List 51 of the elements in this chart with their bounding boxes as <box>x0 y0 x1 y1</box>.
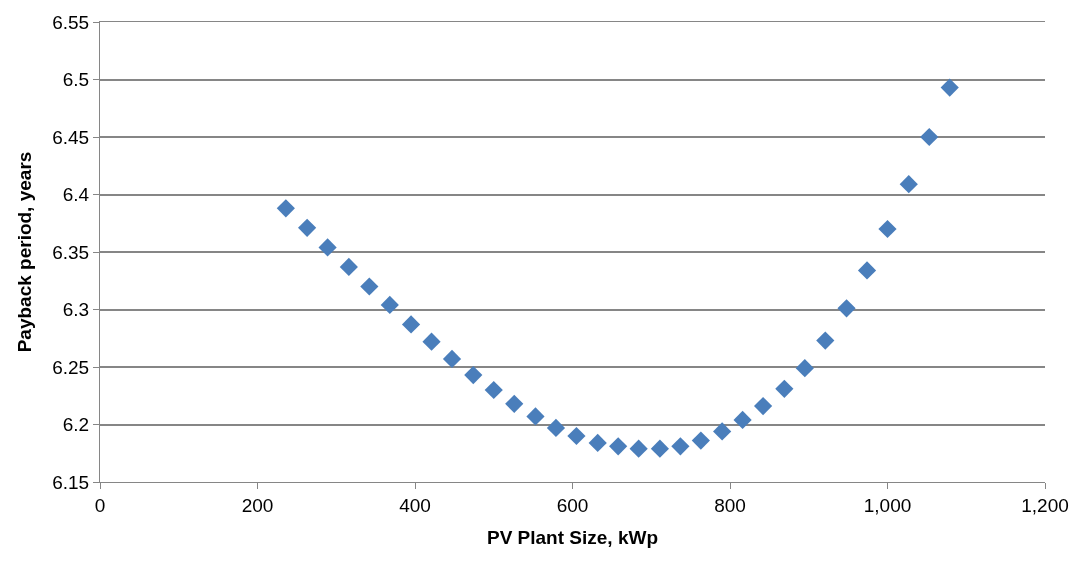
x-tick-label: 0 <box>94 494 106 516</box>
x-tick-label: 1,000 <box>863 494 912 516</box>
point <box>713 422 732 441</box>
point <box>775 379 794 398</box>
point <box>526 407 545 426</box>
point <box>940 78 959 97</box>
y-tick-label: 6.2 <box>62 414 90 436</box>
point <box>857 261 877 280</box>
point <box>298 218 317 237</box>
point <box>795 359 814 378</box>
point <box>609 437 628 456</box>
point <box>567 426 586 446</box>
y-axis-title: Payback period, years <box>14 151 36 353</box>
y-tick-label: 6.45 <box>52 126 90 148</box>
x-tick-label: 800 <box>714 494 746 516</box>
point <box>464 365 483 385</box>
point <box>401 315 421 334</box>
point <box>360 277 379 296</box>
x-tick-label: 400 <box>399 494 431 516</box>
point <box>920 127 939 147</box>
point <box>422 332 441 351</box>
y-tick-label: 6.5 <box>62 69 90 91</box>
y-tick-label: 6.3 <box>62 299 90 321</box>
point <box>484 380 503 400</box>
point <box>380 295 399 314</box>
point <box>650 439 670 458</box>
point <box>733 410 752 429</box>
point <box>276 199 295 218</box>
y-tick-label: 6.15 <box>52 471 90 493</box>
point <box>753 397 773 416</box>
x-tick-label: 1,200 <box>1021 494 1069 516</box>
point <box>671 437 690 456</box>
x-tick-label: 600 <box>556 494 589 516</box>
point <box>691 431 710 450</box>
point <box>442 349 462 369</box>
point <box>546 418 566 438</box>
point <box>899 175 918 194</box>
point <box>505 394 524 413</box>
point <box>878 219 897 239</box>
point <box>339 257 358 277</box>
point <box>816 331 835 350</box>
x-tick-label: 200 <box>241 494 274 516</box>
y-tick-label: 6.35 <box>52 241 90 263</box>
point <box>629 439 648 458</box>
y-tick-label: 6.25 <box>52 356 90 378</box>
point <box>837 299 856 318</box>
point <box>318 238 337 257</box>
y-tick-label: 6.4 <box>62 184 90 206</box>
point <box>588 433 607 452</box>
y-tick-label: 6.55 <box>52 11 90 33</box>
x-axis-title: PV Plant Size, kWp <box>486 526 659 548</box>
